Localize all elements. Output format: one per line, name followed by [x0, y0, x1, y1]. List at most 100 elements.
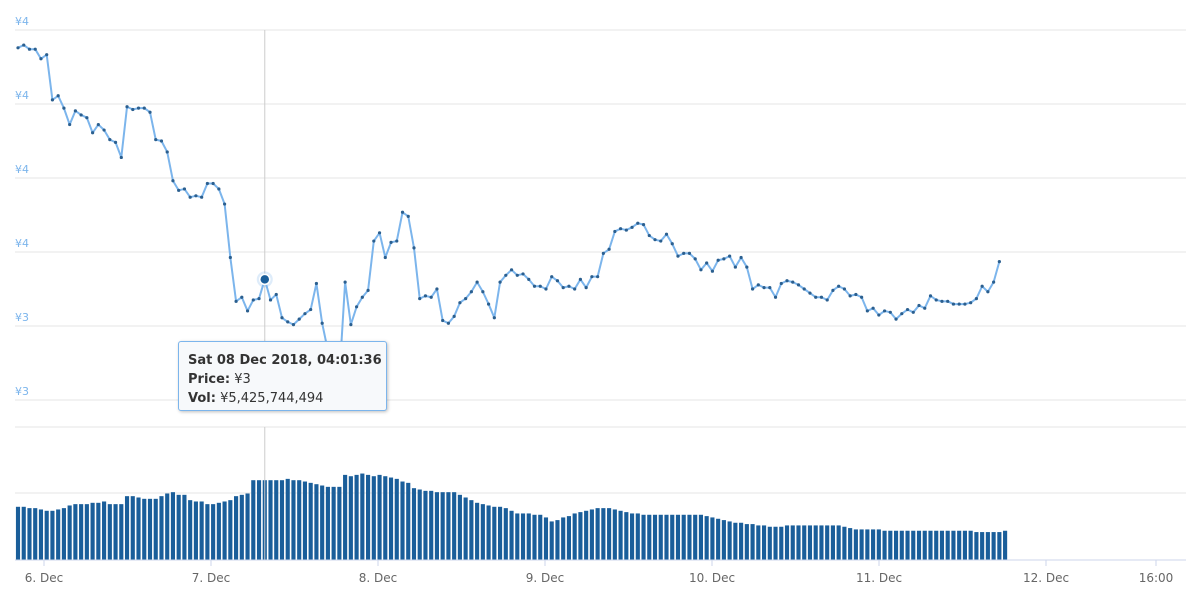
volume-bar — [486, 505, 491, 560]
volume-bar — [136, 497, 141, 560]
price-point — [257, 296, 261, 301]
price-point — [389, 240, 393, 245]
price-point — [676, 254, 680, 258]
price-point — [73, 109, 77, 113]
volume-bar — [566, 516, 571, 560]
volume-bar — [859, 529, 864, 560]
volume-bar — [761, 525, 767, 560]
volume-bar — [693, 514, 698, 560]
price-point — [986, 290, 990, 294]
volume-bar — [302, 481, 308, 560]
x-tick-label: 16:00 — [1139, 571, 1174, 585]
volume-bar — [314, 484, 319, 560]
price-point — [573, 287, 577, 291]
price-point — [486, 302, 491, 306]
volume-bar — [515, 513, 520, 560]
volume-bar — [549, 521, 554, 560]
price-point — [188, 195, 192, 199]
volume-bar — [56, 509, 61, 560]
volume-bar — [256, 480, 262, 560]
volume-bar — [813, 525, 818, 560]
volume-bar — [607, 508, 612, 560]
volume-bar — [354, 474, 359, 560]
volume-bar — [130, 496, 135, 560]
price-point — [544, 287, 548, 291]
tooltip-price-row: Price: ¥3 — [188, 370, 377, 389]
price-point — [750, 287, 755, 291]
price-point — [194, 194, 198, 198]
volume-bar — [188, 500, 193, 560]
volume-bar — [767, 526, 772, 560]
chart-tooltip: Sat 08 Dec 2018, 04:01:36 Price: ¥3 Vol:… — [178, 341, 387, 411]
price-point — [50, 98, 55, 102]
volume-bar — [916, 530, 922, 560]
volume-bar — [337, 486, 342, 560]
volume-bar — [945, 530, 950, 560]
volume-bar — [27, 508, 32, 560]
x-tick-label: 9. Dec — [526, 571, 564, 585]
price-point — [39, 57, 43, 61]
volume-bar — [790, 525, 795, 560]
price-point — [418, 296, 422, 301]
price-point — [951, 302, 956, 306]
price-point — [934, 298, 938, 302]
volume-bar — [951, 530, 956, 560]
price-point — [469, 290, 473, 294]
volume-bar — [584, 510, 589, 560]
volume-bar — [251, 480, 256, 560]
volume-bar — [710, 517, 715, 560]
price-point — [848, 294, 852, 298]
volume-bar — [291, 480, 296, 560]
volume-bar — [962, 530, 967, 560]
volume-bar — [498, 506, 503, 560]
volume-bar — [876, 529, 881, 560]
price-point — [837, 284, 841, 288]
price-point — [527, 277, 531, 282]
price-point — [791, 280, 795, 284]
price-point — [27, 47, 32, 51]
volume-bar — [756, 525, 761, 560]
volume-bar — [675, 514, 681, 560]
volume-bar — [578, 512, 583, 560]
price-point — [682, 251, 686, 255]
price-point — [423, 294, 428, 298]
volume-bar — [836, 525, 841, 560]
highlight-marker — [259, 273, 271, 286]
price-point — [182, 187, 187, 191]
volume-bar — [538, 514, 543, 560]
volume-bar — [176, 494, 181, 560]
volume-bar — [526, 513, 531, 560]
volume-bar — [819, 525, 824, 560]
volume-bar — [561, 517, 566, 560]
price-point — [567, 284, 571, 288]
price-point — [894, 317, 898, 321]
volume-bar — [555, 520, 560, 560]
price-point — [773, 295, 778, 299]
tooltip-price-label: Price: — [188, 372, 231, 387]
volume-bar — [274, 480, 279, 560]
price-point — [722, 257, 726, 261]
volume-bar — [635, 513, 640, 560]
volume-bar — [90, 502, 95, 560]
price-point — [710, 269, 715, 273]
price-point — [578, 277, 583, 282]
price-point — [940, 299, 944, 303]
volume-bar — [371, 476, 376, 560]
price-point — [831, 288, 835, 292]
price-point — [911, 310, 915, 314]
price-point — [481, 290, 485, 294]
volume-bar — [1003, 530, 1008, 560]
volume-bar — [882, 530, 887, 560]
price-point — [997, 259, 1001, 264]
price-point — [125, 105, 129, 109]
price-point — [957, 302, 961, 306]
price-point — [946, 299, 950, 303]
price-point — [343, 280, 347, 284]
volume-bar — [991, 532, 996, 560]
price-point — [280, 316, 284, 320]
price-point — [613, 229, 617, 234]
volume-bar — [618, 510, 623, 560]
price-point — [555, 279, 560, 283]
volume-bar — [360, 473, 365, 560]
price-point — [113, 140, 118, 144]
